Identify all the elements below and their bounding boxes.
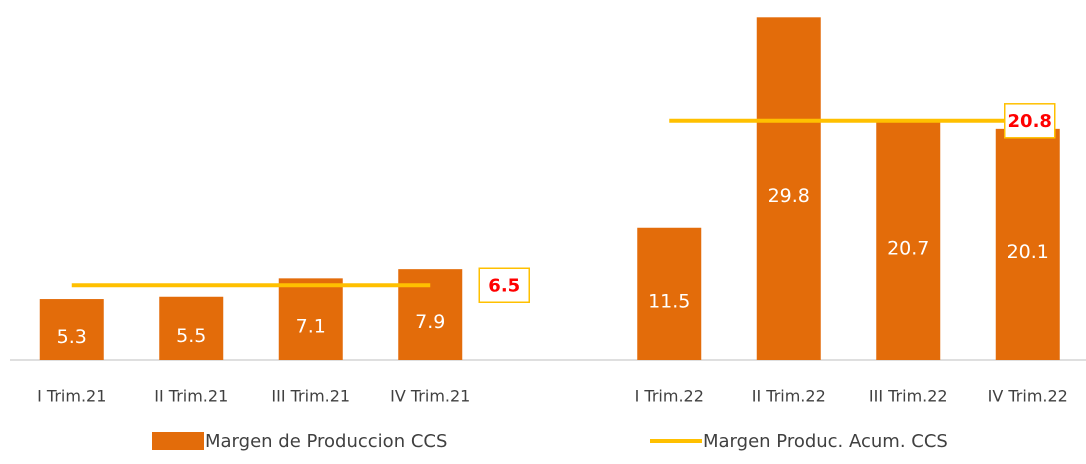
bar xyxy=(159,296,224,360)
bar xyxy=(876,121,941,360)
x-tick-label: I Trim.21 xyxy=(37,387,106,406)
legend-label: Margen Produc. Acum. CCS xyxy=(703,431,948,452)
bar xyxy=(278,278,343,360)
x-tick-label: I Trim.22 xyxy=(635,387,704,406)
bar xyxy=(756,17,821,361)
bar-value-label: 29.8 xyxy=(768,185,810,207)
bar-value-label: 7.1 xyxy=(296,316,326,338)
line-value-label: 20.8 xyxy=(1008,111,1052,132)
x-tick-label: II Trim.21 xyxy=(154,387,228,406)
x-tick-label: III Trim.22 xyxy=(869,387,948,406)
x-tick-label: IV Trim.22 xyxy=(988,387,1068,406)
bar-value-label: 11.5 xyxy=(648,290,690,312)
bar-value-label: 7.9 xyxy=(415,311,445,333)
x-tick-label: IV Trim.21 xyxy=(390,387,470,406)
line-value-label: 6.5 xyxy=(488,275,520,296)
bar-value-label: 20.1 xyxy=(1007,241,1049,263)
bar xyxy=(995,128,1060,360)
x-tick-label: II Trim.22 xyxy=(752,387,826,406)
legend-label: Margen de Produccion CCS xyxy=(205,431,447,452)
bar xyxy=(637,227,702,360)
line-label-box xyxy=(1004,103,1056,139)
bar-value-label: 5.5 xyxy=(176,325,206,347)
x-tick-label: III Trim.21 xyxy=(271,387,350,406)
line-label-box xyxy=(478,267,530,303)
legend-swatch xyxy=(152,432,204,450)
bar-value-label: 20.7 xyxy=(887,237,929,259)
bar-value-label: 5.3 xyxy=(57,326,87,348)
bar xyxy=(39,299,104,360)
